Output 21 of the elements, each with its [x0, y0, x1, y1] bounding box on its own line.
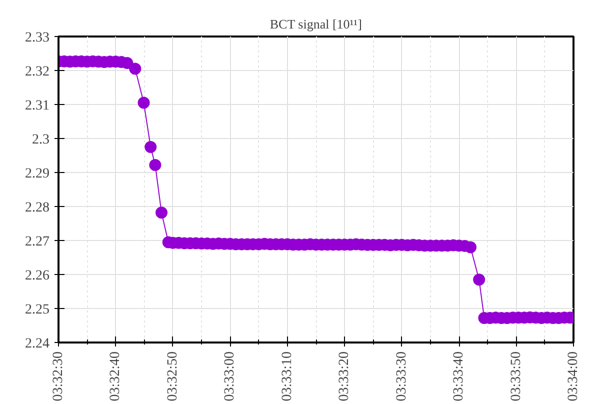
y-tick-label: 2.25	[25, 302, 50, 318]
x-tick-label: 03:32:50	[165, 352, 180, 402]
x-tick-label: 03:32:30	[51, 352, 66, 402]
y-tick-label: 2.28	[25, 200, 50, 216]
chart-title: BCT signal [10¹¹]	[270, 16, 362, 32]
y-tick-label: 2.32	[25, 64, 50, 80]
x-tick-label: 03:33:50	[508, 352, 524, 402]
y-tick-label: 2.27	[25, 234, 50, 250]
x-tick-label: 03:33:00	[222, 352, 238, 402]
y-tick-label: 2.3	[32, 132, 50, 148]
x-tick-label: 03:33:40	[452, 352, 467, 402]
x-tick-label: 03:33:10	[280, 352, 295, 402]
x-tick-label: 03:33:30	[394, 352, 410, 402]
x-tick-label: 03:34:00	[566, 352, 581, 402]
y-tick-label: 2.26	[25, 268, 50, 284]
y-tick-label: 2.29	[25, 166, 50, 182]
y-tick-label: 2.31	[25, 98, 50, 114]
y-tick-label: 2.24	[25, 336, 50, 352]
y-tick-label: 2.33	[25, 30, 50, 46]
x-tick-label: 03:32:40	[108, 352, 124, 402]
x-tick-label: 03:33:20	[337, 352, 352, 402]
